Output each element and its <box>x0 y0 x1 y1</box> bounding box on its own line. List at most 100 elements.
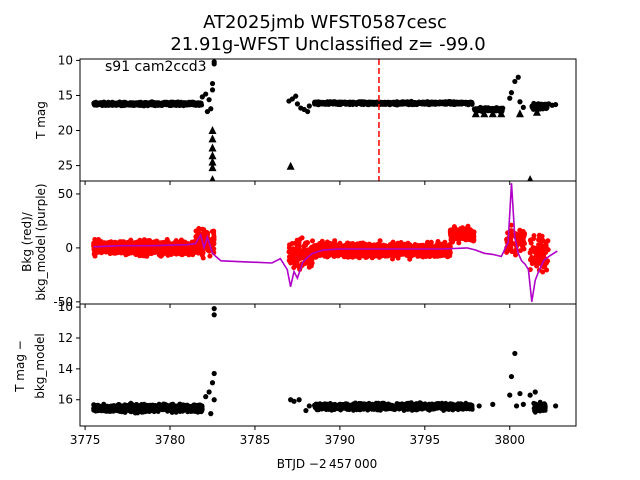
background-point <box>414 242 420 248</box>
background-point <box>510 241 515 247</box>
background-point <box>289 258 295 264</box>
background-point <box>206 248 212 254</box>
data-point <box>125 101 131 106</box>
figure-title-line1: AT2025jmb WFST0587cesc <box>203 12 447 33</box>
background-point <box>404 251 409 256</box>
data-point <box>188 101 193 107</box>
background-point <box>296 248 302 253</box>
background-point <box>290 254 296 260</box>
data-point <box>194 100 200 106</box>
data-point <box>211 61 217 67</box>
background-point <box>449 227 455 233</box>
data-point <box>160 101 166 107</box>
background-point <box>164 237 170 242</box>
background-point <box>390 239 396 245</box>
y-tick-label: 20 <box>58 124 73 138</box>
upper-limit-marker <box>527 175 534 181</box>
background-point <box>373 243 379 249</box>
background-point <box>385 248 391 254</box>
background-point <box>410 252 416 258</box>
background-point <box>314 242 320 248</box>
data-point <box>305 108 311 115</box>
data-point <box>97 101 102 107</box>
background-point <box>445 254 451 260</box>
background-point <box>522 231 528 237</box>
background-point <box>104 248 110 254</box>
background-point <box>405 243 411 249</box>
data-point <box>482 106 488 112</box>
background-point <box>308 262 314 267</box>
data-point <box>469 100 474 105</box>
data-point <box>408 99 414 105</box>
upper-limit-marker <box>208 143 217 152</box>
background-point <box>418 249 424 255</box>
data-point <box>350 101 356 107</box>
plot-area <box>91 183 558 302</box>
y-tick-label: 15 <box>58 88 73 102</box>
data-point <box>320 101 326 107</box>
background-point <box>534 261 540 267</box>
data-point <box>456 100 462 105</box>
background-point <box>126 239 132 245</box>
data-point <box>156 101 162 107</box>
background-point <box>181 239 187 245</box>
background-point <box>321 250 327 256</box>
y-tick-label: 25 <box>58 159 73 173</box>
data-point <box>203 91 209 97</box>
upper-limit-marker <box>208 151 217 160</box>
background-point <box>368 243 374 249</box>
background-point <box>335 253 341 259</box>
background-point <box>197 244 203 250</box>
upper-limit-marker <box>208 126 217 135</box>
data-point <box>326 101 332 106</box>
data-point <box>436 101 442 107</box>
background-point <box>377 250 383 256</box>
background-point <box>304 249 310 254</box>
background-point <box>457 236 463 242</box>
background-point <box>148 242 154 248</box>
upper-limit-marker <box>208 157 217 166</box>
data-point <box>529 103 535 109</box>
data-point <box>512 78 518 85</box>
background-point <box>92 237 98 242</box>
background-point <box>434 253 440 259</box>
background-point <box>377 238 383 244</box>
upper-limit-marker <box>471 109 480 118</box>
background-point <box>173 238 179 244</box>
background-point <box>296 244 302 250</box>
data-point <box>461 101 467 106</box>
data-point <box>371 101 377 106</box>
background-point <box>310 238 315 244</box>
background-point <box>145 251 151 257</box>
background-point <box>156 249 162 255</box>
upper-limit-marker <box>480 109 489 118</box>
background-point <box>92 251 98 257</box>
background-point <box>134 249 140 255</box>
upper-limit-marker <box>208 134 217 143</box>
background-point <box>120 248 125 254</box>
background-point <box>133 240 138 246</box>
background-point <box>96 240 102 246</box>
x-axis-label: BTJD −2 457 000 <box>277 457 377 471</box>
background-point <box>397 243 403 249</box>
background-point <box>293 259 299 265</box>
data-point <box>517 99 523 105</box>
background-point <box>544 267 550 273</box>
data-point <box>206 97 212 103</box>
background-point <box>440 250 446 256</box>
background-point <box>150 250 156 256</box>
background-point <box>347 253 353 259</box>
data-point <box>378 99 384 105</box>
data-point <box>293 93 299 99</box>
background-point <box>300 252 306 258</box>
data-point <box>507 95 513 101</box>
data-point <box>386 100 392 106</box>
background-point <box>211 246 217 252</box>
data-point <box>165 101 170 107</box>
background-point <box>143 247 149 253</box>
data-point <box>402 101 408 106</box>
background-point <box>449 237 455 243</box>
background-point <box>529 255 535 260</box>
upper-limit-marker <box>208 163 217 172</box>
